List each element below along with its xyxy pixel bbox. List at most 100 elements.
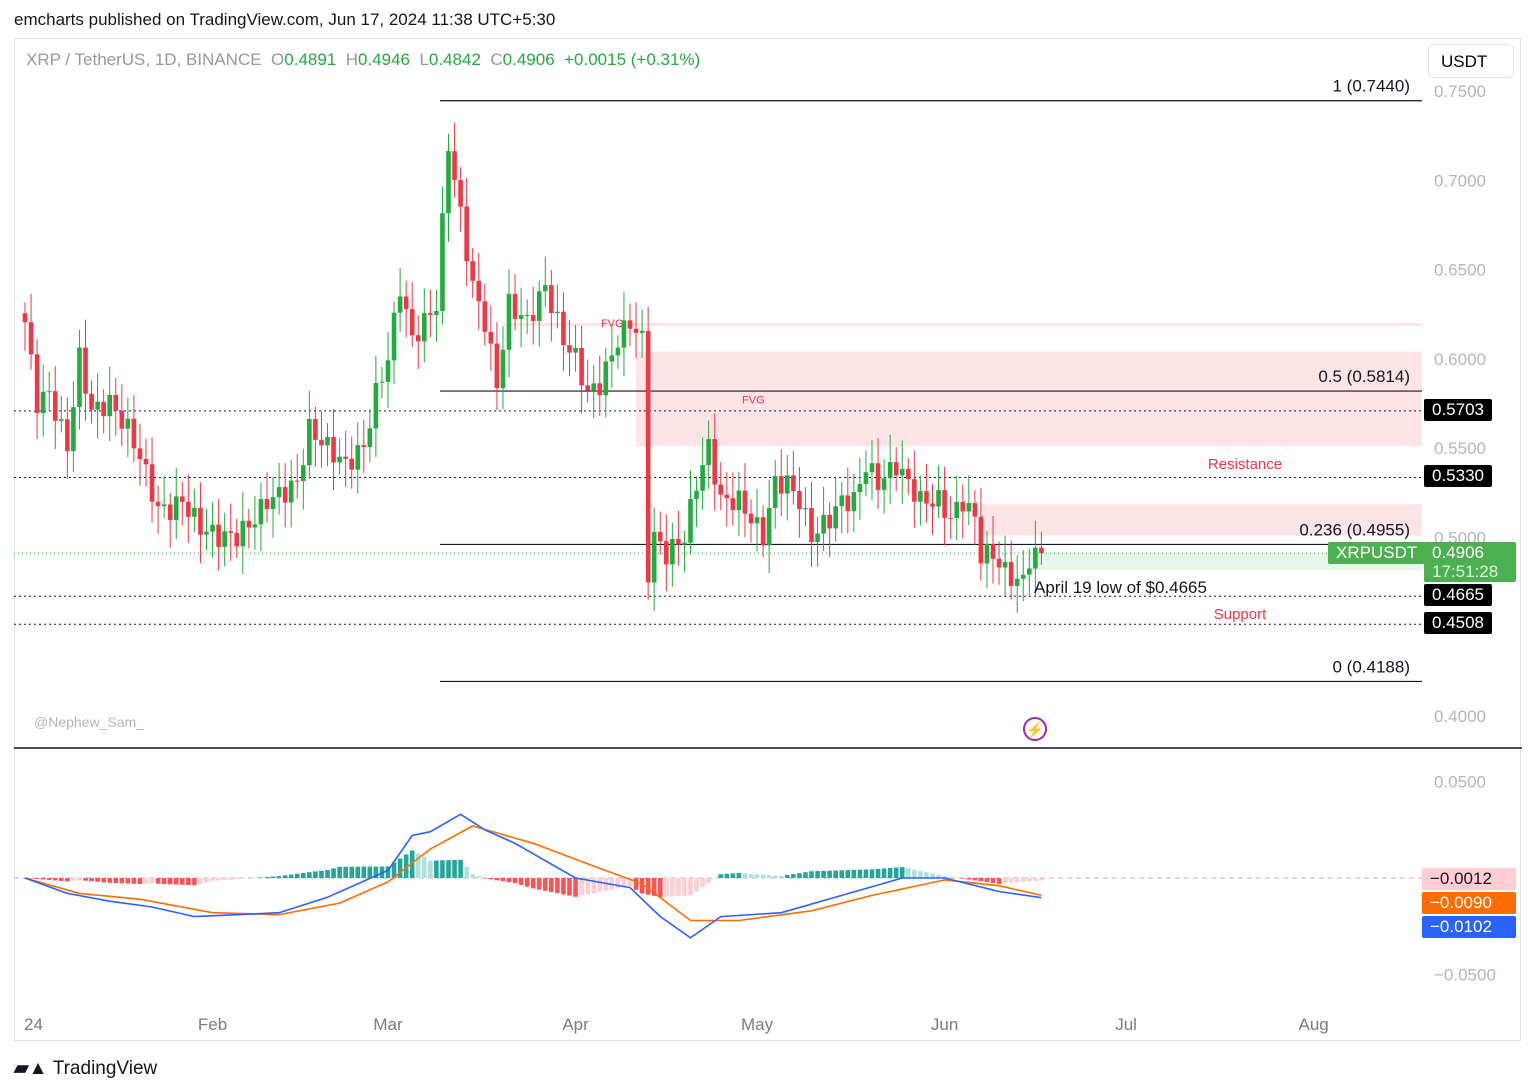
candle bbox=[46, 371, 52, 411]
candle-body bbox=[101, 401, 106, 417]
candle-body bbox=[851, 492, 857, 512]
candle bbox=[34, 339, 40, 440]
candle bbox=[313, 406, 318, 467]
candle bbox=[815, 516, 820, 567]
candle-body bbox=[821, 514, 826, 534]
candle-body bbox=[89, 393, 94, 410]
candle bbox=[113, 377, 119, 436]
histogram-bar bbox=[440, 860, 445, 878]
publish-info: emcharts published on TradingView.com, J… bbox=[14, 10, 556, 29]
fvg-zone bbox=[980, 504, 1422, 536]
candle-body bbox=[899, 468, 905, 476]
candle-body bbox=[198, 507, 203, 535]
candle bbox=[827, 502, 832, 557]
candle-body bbox=[1002, 561, 1008, 568]
candle bbox=[1002, 535, 1008, 596]
candle bbox=[210, 502, 215, 558]
candle-body bbox=[742, 490, 748, 514]
lightning-icon[interactable]: ⚡ bbox=[1023, 717, 1047, 741]
candle bbox=[494, 321, 500, 411]
candle bbox=[639, 309, 645, 358]
candle bbox=[83, 319, 88, 421]
time-tick: Aug bbox=[1299, 1015, 1329, 1034]
candle-body bbox=[724, 494, 730, 499]
candle-body bbox=[918, 491, 923, 502]
candle bbox=[694, 476, 699, 528]
symbol-name[interactable]: XRP / TetherUS, 1D, BINANCE bbox=[26, 50, 262, 69]
candle bbox=[319, 411, 324, 468]
histogram-bar bbox=[966, 878, 972, 880]
time-tick: Jul bbox=[1115, 1015, 1137, 1034]
candle bbox=[772, 459, 778, 529]
candle-body bbox=[210, 524, 215, 532]
candle-body bbox=[785, 475, 790, 494]
candle bbox=[234, 518, 240, 558]
histogram-bar bbox=[893, 867, 899, 878]
candle bbox=[724, 472, 730, 527]
candle-body bbox=[712, 439, 717, 485]
tradingview-logo[interactable]: ▰▲ TradingView bbox=[14, 1057, 157, 1080]
time-tick: 24 bbox=[24, 1015, 43, 1034]
candle bbox=[706, 420, 711, 489]
candle bbox=[972, 489, 978, 546]
candle bbox=[821, 486, 826, 551]
histogram-bar bbox=[863, 869, 869, 878]
price-tick: 0.5500 bbox=[1434, 439, 1486, 458]
candle bbox=[906, 457, 911, 495]
histogram-bar bbox=[282, 875, 288, 878]
candle bbox=[288, 459, 294, 528]
candle-body bbox=[797, 491, 802, 510]
candle-body bbox=[252, 524, 258, 528]
candle-body bbox=[397, 296, 403, 313]
candle bbox=[22, 302, 28, 351]
candle-body bbox=[972, 503, 978, 517]
candle bbox=[536, 280, 542, 347]
histogram-bar bbox=[113, 878, 119, 884]
currency-button[interactable]: USDT bbox=[1428, 44, 1514, 78]
candle-body bbox=[827, 514, 832, 529]
histogram-bar bbox=[349, 866, 354, 878]
histogram-bar bbox=[83, 878, 88, 881]
histogram-bar bbox=[676, 878, 681, 897]
candle bbox=[918, 475, 923, 526]
candle-body bbox=[440, 213, 445, 312]
candle-body bbox=[331, 437, 336, 463]
candle-body bbox=[561, 311, 566, 346]
candle bbox=[797, 467, 802, 538]
candle-body bbox=[791, 475, 796, 492]
candle bbox=[1020, 550, 1026, 602]
candle bbox=[748, 499, 754, 543]
histogram-bar bbox=[621, 878, 627, 888]
candle bbox=[482, 283, 488, 346]
candle-body bbox=[482, 301, 488, 332]
histogram-bar bbox=[403, 854, 409, 878]
histogram-bar bbox=[409, 850, 415, 878]
support-label: Support bbox=[1214, 606, 1267, 623]
candle-body bbox=[95, 401, 100, 410]
candle-body bbox=[760, 517, 766, 546]
histogram-bar bbox=[319, 870, 324, 878]
candle-body bbox=[863, 472, 869, 484]
histogram-bar bbox=[137, 878, 143, 885]
candle-body bbox=[452, 151, 457, 180]
candle bbox=[561, 292, 566, 372]
histogram-bar bbox=[772, 875, 778, 878]
candle-body bbox=[367, 428, 373, 448]
candle bbox=[361, 419, 367, 474]
candle bbox=[651, 507, 657, 611]
candle bbox=[857, 457, 863, 520]
candle-body bbox=[700, 465, 705, 491]
candle-body bbox=[754, 517, 760, 524]
candle bbox=[506, 268, 512, 378]
histogram-bar bbox=[918, 870, 923, 878]
candle-body bbox=[694, 490, 699, 499]
fvg-zone bbox=[636, 351, 1422, 447]
histogram-bar bbox=[325, 869, 330, 878]
candle bbox=[657, 511, 663, 555]
candle-body bbox=[881, 478, 887, 490]
fib-label: 0.236 (0.4955) bbox=[1299, 520, 1410, 539]
april-low-label: April 19 low of $0.4665 bbox=[1034, 578, 1207, 597]
candle bbox=[712, 413, 717, 511]
candle-body bbox=[409, 309, 415, 336]
